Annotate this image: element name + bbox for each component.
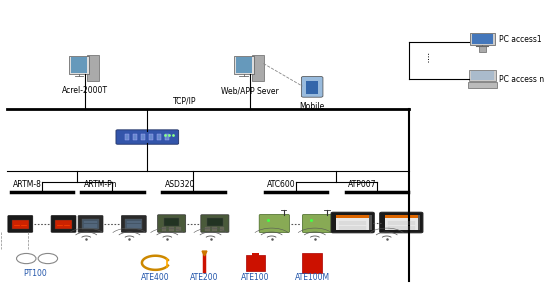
Bar [169, 227, 174, 231]
Bar [468, 82, 497, 88]
Bar [141, 134, 145, 140]
Bar [219, 227, 224, 231]
Text: ATC600: ATC600 [267, 180, 296, 189]
Text: ARTM-Pn: ARTM-Pn [84, 180, 117, 189]
Bar [469, 70, 496, 81]
Bar [302, 253, 322, 273]
FancyBboxPatch shape [51, 216, 76, 232]
FancyBboxPatch shape [157, 215, 186, 232]
Bar [369, 215, 372, 230]
Bar [149, 134, 153, 140]
Text: Mobile: Mobile [300, 102, 325, 111]
Text: ATE100: ATE100 [241, 273, 270, 282]
Bar [207, 218, 223, 226]
FancyBboxPatch shape [201, 215, 229, 232]
Text: PC access1: PC access1 [499, 35, 541, 44]
Bar [336, 215, 369, 219]
Bar [55, 220, 72, 229]
FancyBboxPatch shape [379, 212, 423, 233]
Bar [385, 215, 418, 219]
Bar [385, 215, 418, 230]
Bar [234, 56, 254, 74]
Bar [69, 56, 89, 74]
Text: ATE400: ATE400 [141, 273, 170, 282]
Bar [12, 220, 29, 229]
FancyBboxPatch shape [259, 214, 289, 233]
Bar [236, 57, 252, 73]
Bar [205, 227, 209, 231]
Text: Web/APP Sever: Web/APP Sever [221, 86, 279, 95]
Bar [162, 227, 166, 231]
Text: ATE100M: ATE100M [295, 273, 330, 282]
Bar [252, 253, 259, 257]
Bar [479, 46, 486, 52]
Bar [125, 219, 142, 229]
FancyBboxPatch shape [116, 130, 178, 144]
FancyBboxPatch shape [8, 216, 33, 232]
FancyBboxPatch shape [301, 77, 323, 97]
FancyBboxPatch shape [331, 212, 375, 233]
Bar [71, 57, 87, 73]
Bar [252, 55, 264, 81]
Bar [336, 215, 369, 230]
Bar [87, 55, 99, 81]
Bar [470, 33, 495, 45]
FancyBboxPatch shape [302, 214, 333, 233]
Bar [133, 134, 137, 140]
FancyBboxPatch shape [78, 216, 103, 232]
Text: ASD320: ASD320 [165, 180, 195, 189]
Bar [82, 219, 99, 229]
Bar [125, 134, 129, 140]
Text: Acrel-2000T: Acrel-2000T [62, 86, 108, 95]
FancyBboxPatch shape [121, 216, 146, 232]
Text: ATP007: ATP007 [348, 180, 377, 189]
Bar [472, 34, 493, 44]
Bar [418, 215, 420, 230]
Text: TCP/IP: TCP/IP [173, 97, 197, 106]
Bar [471, 72, 494, 80]
Bar [306, 81, 318, 94]
Bar [157, 134, 161, 140]
Text: ARTM-8: ARTM-8 [13, 180, 42, 189]
Text: PC access n: PC access n [499, 75, 543, 84]
Bar [212, 227, 217, 231]
Bar [245, 255, 265, 271]
Text: ATE200: ATE200 [190, 273, 218, 282]
Bar [164, 218, 179, 226]
Bar [176, 227, 181, 231]
Bar [165, 134, 169, 140]
Text: PT100: PT100 [24, 269, 47, 278]
